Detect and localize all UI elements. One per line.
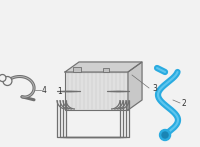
- Polygon shape: [128, 62, 142, 110]
- Bar: [103, 68, 109, 72]
- Text: 4: 4: [42, 86, 47, 95]
- Circle shape: [160, 130, 171, 141]
- Polygon shape: [65, 62, 142, 72]
- Bar: [65, 72, 128, 110]
- Circle shape: [162, 132, 168, 138]
- Text: 1: 1: [57, 86, 62, 96]
- Text: 2: 2: [182, 98, 187, 107]
- Circle shape: [0, 75, 6, 81]
- Bar: [73, 67, 81, 72]
- Text: 3: 3: [152, 83, 157, 92]
- Circle shape: [3, 76, 12, 86]
